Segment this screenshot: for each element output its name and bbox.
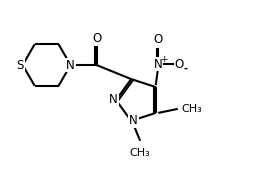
Text: N: N [109, 93, 118, 107]
Text: CH₃: CH₃ [130, 148, 151, 158]
Text: N: N [129, 114, 138, 127]
Text: N: N [66, 58, 75, 72]
Text: CH₃: CH₃ [182, 104, 203, 114]
Text: O: O [154, 33, 163, 46]
Text: O: O [175, 58, 184, 71]
Text: O: O [92, 32, 101, 45]
Text: N: N [154, 58, 163, 71]
Text: S: S [16, 58, 24, 72]
Text: +: + [160, 55, 168, 64]
Text: -: - [184, 64, 188, 74]
